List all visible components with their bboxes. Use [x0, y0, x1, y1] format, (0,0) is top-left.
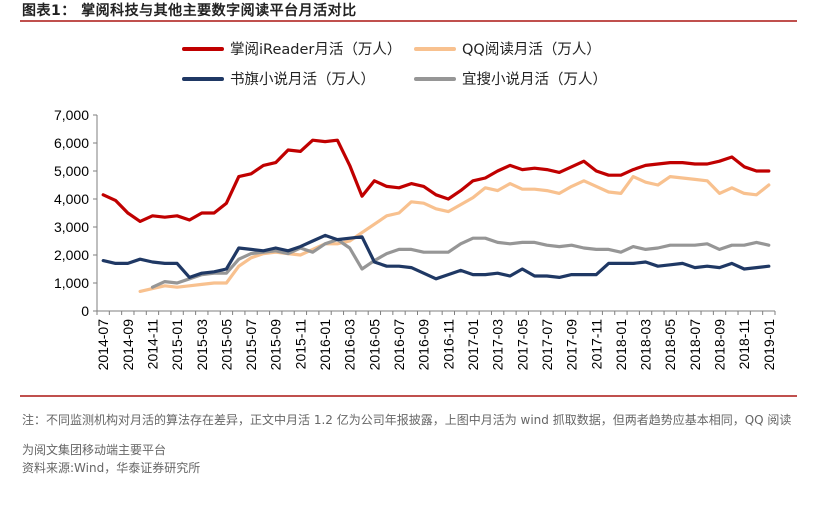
x-tick-label: 2016-09: [416, 319, 432, 371]
x-tick-label: 2015-11: [292, 319, 308, 370]
x-tick-label: 2018-09: [712, 319, 728, 371]
legend-swatch: [414, 46, 456, 51]
x-tick-label: 2017-11: [588, 319, 604, 370]
legend-label: QQ阅读月活（万人）: [462, 42, 601, 58]
x-tick-label: 2019-01: [761, 319, 777, 371]
x-tick-label: 2017-03: [490, 319, 506, 371]
y-tick-label: 0: [81, 303, 89, 319]
source-note: 资料来源:Wind，华泰证券研究所: [22, 461, 201, 475]
line-chart: 0 1,000 2,000 3,000 4,000 5,000 6,000 7,000 2014…: [54, 107, 777, 371]
y-tick-label: 5,000: [54, 163, 89, 179]
x-tick-label: 2015-03: [194, 319, 210, 371]
x-tick-label: 2017-09: [564, 319, 580, 371]
legend-item-qq: QQ阅读月活（万人）: [414, 38, 601, 59]
y-tick-label: 6,000: [54, 135, 89, 151]
legend-swatch: [182, 46, 224, 51]
x-tick-label: 2015-05: [218, 319, 234, 371]
series-line-1: [138, 175, 771, 293]
x-tick-label: 2014-11: [144, 319, 160, 370]
footnote: 注：不同监测机构对月活的算法存在差异，正文中月活 1.2 亿为公司年报披露，上图…: [22, 413, 792, 457]
x-tick-label: 2014-07: [95, 319, 111, 371]
x-tick-label: 2018-01: [613, 319, 629, 371]
x-tick-label: 2016-05: [366, 319, 382, 371]
x-tick-label: 2018-11: [736, 319, 752, 370]
legend-item-shuqi: 书旗小说月活（万人）: [182, 68, 375, 89]
x-tick-label: 2017-01: [465, 319, 481, 371]
x-tick-label: 2018-03: [638, 319, 654, 371]
x-tick-label: 2016-03: [342, 319, 358, 371]
y-tick-label: 2,000: [54, 247, 89, 263]
y-tick-label: 3,000: [54, 219, 89, 235]
series-line-2: [101, 233, 771, 281]
y-tick-label: 4,000: [54, 191, 89, 207]
x-tick-label: 2015-01: [169, 319, 185, 371]
series-line-3: [150, 236, 771, 289]
bottom-divider: [20, 395, 797, 397]
x-tick-label: 2018-05: [662, 319, 678, 371]
legend-label: 书旗小说月活（万人）: [230, 72, 375, 88]
figure-title: 图表1： 掌阅科技与其他主要数字阅读平台月活对比: [22, 3, 357, 19]
x-tick-label: 2016-07: [391, 319, 407, 371]
legend-item-ireader: 掌阅iReader月活（万人）: [182, 38, 401, 59]
x-tick-label: 2015-07: [243, 319, 259, 371]
legend-label: 宜搜小说月活（万人）: [462, 72, 607, 88]
x-tick-label: 2016-01: [317, 319, 333, 371]
legend-swatch: [182, 76, 224, 81]
x-tick-label: 2017-05: [514, 319, 530, 371]
x-tick-label: 2015-09: [268, 319, 284, 371]
x-tick-label: 2014-09: [120, 319, 136, 371]
x-tick-label: 2017-07: [539, 319, 555, 371]
top-divider: [20, 20, 797, 22]
y-tick-label: 7,000: [54, 107, 89, 123]
y-tick-label: 1,000: [54, 275, 89, 291]
legend-item-yisou: 宜搜小说月活（万人）: [414, 68, 607, 89]
series-line-0: [101, 138, 771, 223]
legend-label: 掌阅iReader月活（万人）: [230, 42, 402, 58]
x-tick-label: 2016-11: [440, 319, 456, 370]
legend-swatch: [414, 76, 456, 81]
x-tick-label: 2018-07: [687, 319, 703, 371]
